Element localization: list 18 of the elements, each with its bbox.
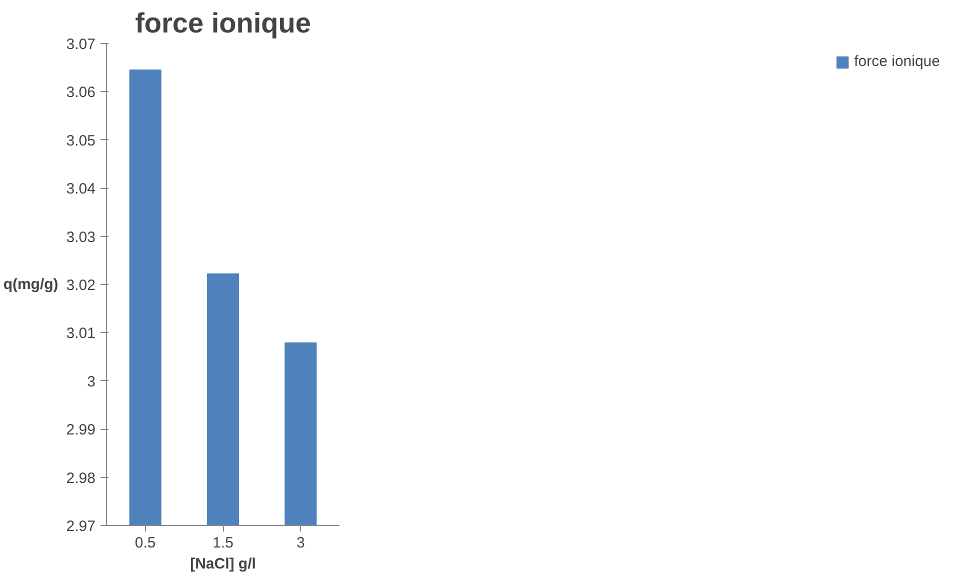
x-tick-label: 3	[296, 534, 305, 552]
y-tick-label: 3.06	[66, 84, 96, 102]
y-tick-label: 2.98	[66, 470, 96, 487]
y-tick-label: 3.05	[66, 132, 96, 150]
y-tick-label: 3.03	[66, 228, 96, 246]
x-tick-label: 0.5	[134, 534, 156, 552]
legend-label: force ionique	[854, 53, 940, 70]
y-tick-label: 3.07	[66, 36, 96, 53]
y-tick-label: 2.99	[66, 422, 96, 439]
chart-title: force ionique	[135, 8, 311, 38]
y-axis-title: q(mg/g)	[3, 276, 58, 293]
y-tick-label: 3	[87, 373, 96, 390]
y-tick-label: 3.02	[66, 277, 96, 294]
y-tick-label: 2.97	[66, 518, 96, 535]
y-tick-label: 3.04	[66, 180, 96, 198]
x-axis-title: [NaCl] g/l	[190, 556, 256, 572]
y-tick-label: 3.01	[66, 325, 96, 342]
x-tick-label: 1.5	[212, 534, 234, 552]
